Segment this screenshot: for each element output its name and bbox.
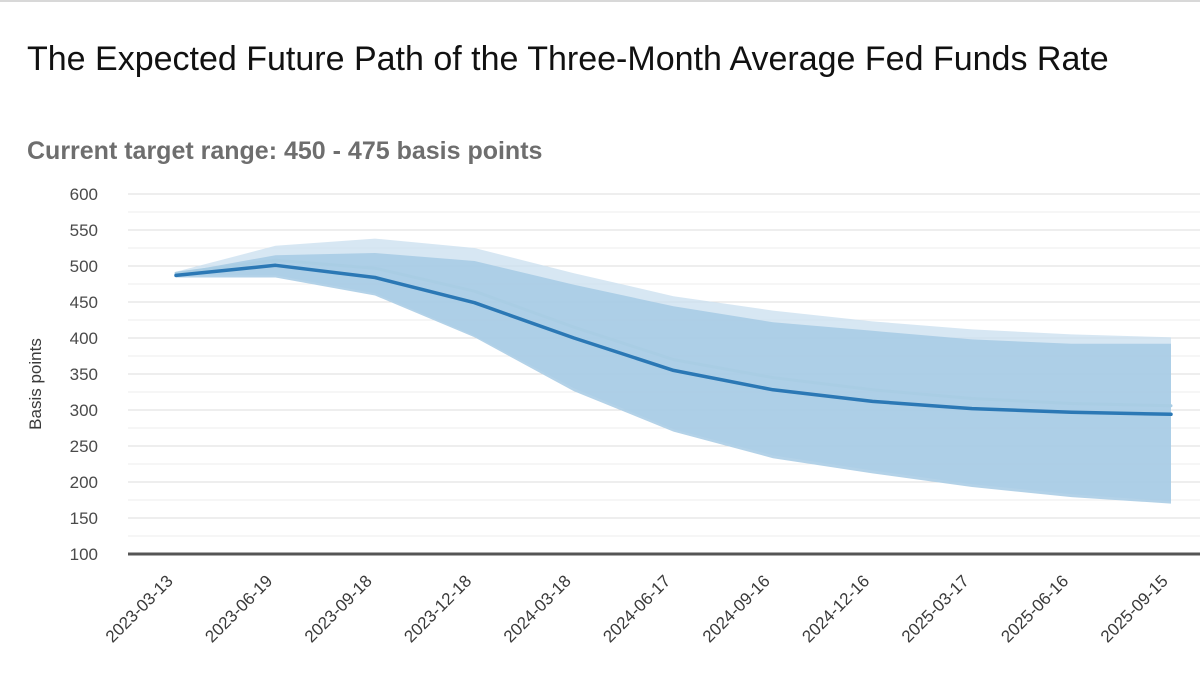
previous-median-line bbox=[174, 258, 1173, 408]
x-tick-label: 2025-06-16 bbox=[997, 571, 1072, 646]
chart-subtitle: Current target range: 450 - 475 basis po… bbox=[27, 137, 543, 165]
x-tick-label: 2024-06-17 bbox=[599, 571, 674, 646]
y-tick-label: 450 bbox=[70, 293, 98, 312]
y-tick-label: 150 bbox=[70, 509, 98, 528]
y-tick-label: 100 bbox=[70, 545, 98, 564]
y-tick-label: 550 bbox=[70, 221, 98, 240]
y-tick-label: 400 bbox=[70, 329, 98, 348]
y-tick-label: 300 bbox=[70, 401, 98, 420]
x-tick-label: 2023-12-18 bbox=[400, 571, 475, 646]
x-tick-label: 2024-09-16 bbox=[699, 571, 774, 646]
x-tick-label: 2024-03-18 bbox=[500, 571, 575, 646]
y-tick-label: 600 bbox=[70, 185, 98, 204]
median-line bbox=[174, 263, 1173, 417]
x-tick-label: 2023-06-19 bbox=[201, 571, 276, 646]
chart-title: The Expected Future Path of the Three-Mo… bbox=[27, 40, 1109, 78]
y-tick-label: 500 bbox=[70, 257, 98, 276]
y-tick-label: 250 bbox=[70, 437, 98, 456]
top-rule bbox=[0, 0, 1200, 2]
x-tick-label: 2025-03-17 bbox=[898, 571, 973, 646]
x-tick-label: 2023-03-13 bbox=[102, 571, 177, 646]
x-tick-label: 2025-09-15 bbox=[1097, 571, 1172, 646]
inner-range-band bbox=[176, 253, 1171, 504]
x-tick-label: 2024-12-16 bbox=[798, 571, 873, 646]
y-axis-label: Basis points bbox=[26, 338, 45, 430]
y-tick-label: 350 bbox=[70, 365, 98, 384]
x-tick-label: 2023-09-18 bbox=[301, 571, 376, 646]
y-tick-label: 200 bbox=[70, 473, 98, 492]
